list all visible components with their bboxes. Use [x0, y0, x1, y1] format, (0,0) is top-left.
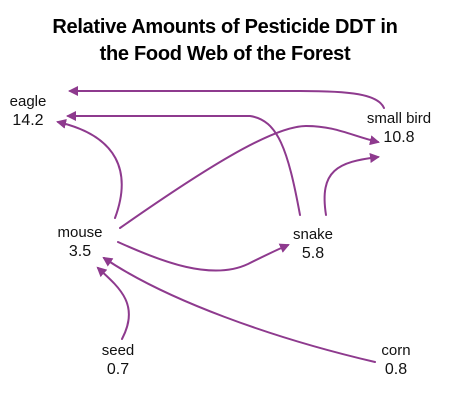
node-mouse-name: mouse	[57, 224, 103, 241]
arrow-mouse-to-smallbird	[119, 124, 380, 229]
arrow-snake-to-smallbird	[323, 153, 380, 216]
node-eagle-value: 14.2	[12, 112, 44, 129]
arrow-corn-to-mouse	[102, 256, 376, 363]
node-eagle: eagle 14.2	[6, 92, 50, 131]
arrow-smallbird-to-eagle	[68, 86, 385, 109]
node-snake: snake 5.8	[285, 225, 341, 264]
node-snake-name: snake	[292, 226, 334, 243]
title-line-1: Relative Amounts of Pesticide DDT in	[52, 16, 398, 38]
node-seed: seed 0.7	[92, 341, 144, 380]
node-small-bird: small bird 10.8	[358, 109, 440, 148]
node-small-bird-name: small bird	[366, 110, 432, 127]
node-small-bird-value: 10.8	[383, 129, 415, 146]
node-eagle-name: eagle	[9, 93, 47, 110]
node-corn-value: 0.8	[384, 361, 408, 378]
node-snake-value: 5.8	[301, 245, 325, 262]
node-mouse: mouse 3.5	[50, 223, 110, 262]
node-seed-value: 0.7	[106, 361, 130, 378]
diagram-title: Relative Amounts of Pesticide DDT in the…	[0, 14, 450, 68]
node-mouse-value: 3.5	[68, 243, 92, 260]
arrow-seed-to-mouse	[96, 266, 130, 340]
node-seed-name: seed	[101, 342, 135, 359]
title-line-2: the Food Web of the Forest	[99, 43, 351, 65]
arrow-mouse-to-snake	[117, 241, 290, 272]
arrow-snake-to-eagle	[66, 111, 301, 216]
arrow-mouse-to-eagle	[56, 118, 123, 219]
node-corn-name: corn	[381, 342, 411, 359]
node-corn: corn 0.8	[370, 341, 422, 380]
